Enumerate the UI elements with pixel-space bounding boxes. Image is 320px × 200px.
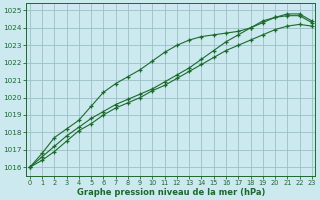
X-axis label: Graphe pression niveau de la mer (hPa): Graphe pression niveau de la mer (hPa) <box>76 188 265 197</box>
